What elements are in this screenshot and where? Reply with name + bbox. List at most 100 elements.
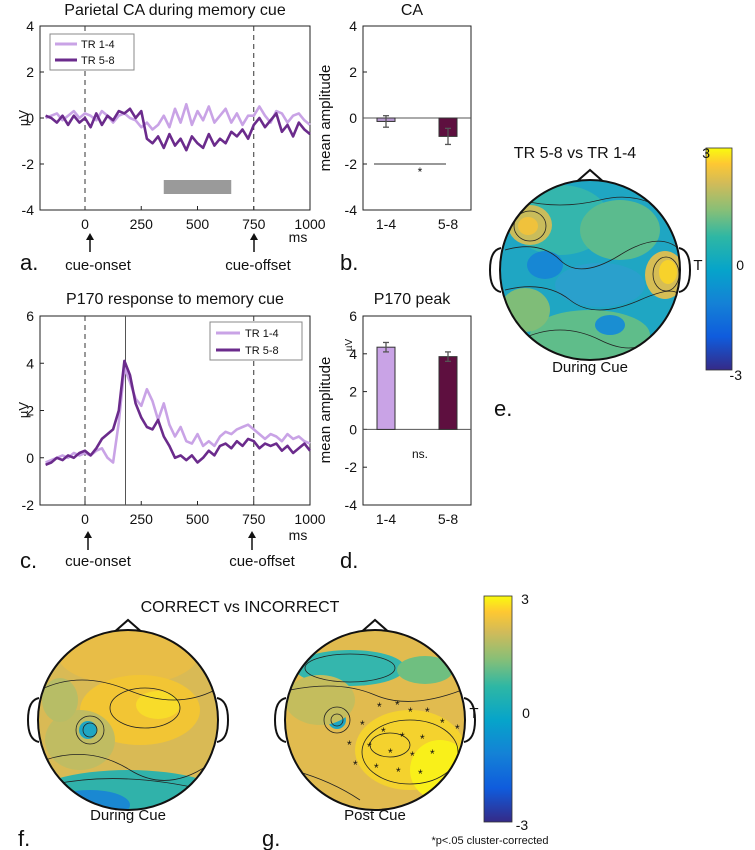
colorbar-e-label: T [693,257,702,274]
panel-a-xtick-label-0: 0 [81,216,89,232]
cue-onset-annotation-a: cue-onset [65,233,132,274]
head-left-ear-f [26,697,40,743]
legend-label-tr14: TR 1-4 [81,39,115,51]
panel-e-map-label: During Cue [552,359,628,376]
panel-b-ytick-label-0: 4 [349,18,357,34]
svg-text:*: * [425,705,430,719]
cue-onset-arrowhead-c [84,531,92,538]
panel-a-series-line-0 [45,102,311,131]
panel-c: P170 response to memory cue µV 6 4 2 0 -2 0 2… [16,291,326,573]
panel-a-series-line-1 [45,107,311,152]
panel-b-title: CA [401,2,424,19]
panel-a-xtick-label-4: 1000 [294,216,325,232]
panel-c-xtick-label-4: 1000 [294,511,325,527]
panel-c-xunit: ms [289,527,308,543]
cue-offset-label-c: cue-offset [229,553,295,570]
cue-onset-label-a: cue-onset [65,257,132,274]
panel-d-bar-1 [438,356,458,430]
panel-a-label: a. [20,250,38,275]
panel-c-ytick-label-2: 2 [26,403,34,419]
panel-a-ytick-label-2: 0 [26,110,34,126]
panel-fg-title: CORRECT vs INCORRECT [141,599,340,616]
svg-text:*: * [455,722,460,736]
panel-a-legend: TR 1-4 TR 5-8 [49,33,135,71]
panel-b-category-label-0: 1-4 [376,216,396,232]
cue-onset-annotation-c: cue-onset [65,531,132,570]
colorbar-e [705,147,733,371]
svg-text:*: * [396,765,401,779]
footnote: *p<.05 cluster-corrected [431,835,548,847]
panel-e-label: e. [494,396,512,421]
panel-d-significance-mark: ns. [412,447,428,461]
panel-f-map-label: During Cue [90,807,166,824]
panel-e-title: TR 5-8 vs TR 1-4 [514,145,637,162]
panel-b: CA mean amplitude 4 2 0 -2 -4 * 1-4 5-8 b. [317,2,472,275]
panel-a: Parietal CA during memory cue µV 4 2 0 -2 -4… [16,2,326,275]
panel-g-label: g. [262,826,280,850]
panel-c-series-line-1 [45,359,312,467]
panel-d-bar-0 [376,346,396,430]
head-right-ear-f [216,697,230,743]
colorbar-fg-mid: 0 [522,705,530,721]
panel-d-ytick-label-5: -4 [345,497,358,513]
panel-b-significance-mark: * [418,165,423,179]
panel-b-ytick-label-3: -2 [345,156,358,172]
panel-b-category-label-1: 5-8 [438,216,458,232]
colorbar-e-mid: 0 [736,257,744,273]
colorbar-fg-label: T [469,705,478,722]
panel-a-ytick-label-4: -4 [22,202,35,218]
panel-c-xtick-label-0: 0 [81,511,89,527]
head-left-ear-e [488,247,502,293]
panel-a-ytick-label-1: 2 [26,64,34,80]
svg-text:*: * [410,749,415,763]
colorbar-fg [483,595,513,823]
panel-c-ytick-label-3: 0 [26,450,34,466]
svg-text:*: * [400,730,405,744]
colorbar-fg-min: -3 [516,817,529,833]
panel-c-ylabel: µV [16,402,31,418]
panel-b-ytick-label-4: -4 [345,202,358,218]
legend-label-tr58: TR 5-8 [81,55,115,67]
panel-f-label: f. [18,826,30,850]
panel-d-unit: µV [344,338,355,351]
panel-d-ytick-label-0: 6 [349,308,357,324]
colorbar-fg-max: 3 [521,591,529,607]
svg-text:*: * [418,767,423,781]
panel-c-ytick-label-1: 4 [26,355,34,371]
panel-a-significance-bar [163,180,232,194]
panel-c-ytick-label-4: -2 [22,497,35,513]
panel-a-title: Parietal CA during memory cue [64,2,286,19]
svg-text:*: * [440,716,445,730]
panel-d-category-label-1: 5-8 [438,511,458,527]
panel-a-legend-box [49,33,135,71]
svg-text:*: * [374,761,379,775]
panel-d-title: P170 peak [374,291,452,308]
cue-offset-annotation-c: cue-offset [229,531,296,570]
cue-offset-arrowhead-c [248,531,256,538]
svg-text:*: * [381,725,386,739]
panel-c-xtick-label-1: 250 [130,511,154,527]
head-right-ear-g [463,697,477,743]
panel-g-map-label: Post Cue [344,807,406,824]
head-outline-g [284,629,466,811]
topomap-f [38,630,218,810]
cue-offset-arrowhead-a [250,233,258,240]
cue-offset-annotation-a: cue-offset [225,233,292,274]
colorbar-e-min: -3 [730,367,743,383]
panel-d-frame [362,315,472,506]
significance-markers-g: * * * ** * * * * ** * * * * * * * * [347,698,460,781]
panel-b-ylabel: mean amplitude [317,65,334,172]
panel-c-legend: TR 1-4 TR 5-8 [209,321,303,361]
panel-a-xtick-label-1: 250 [130,216,154,232]
cue-onset-arrowhead-a [86,233,94,240]
svg-text:*: * [360,718,365,732]
svg-text:*: * [408,705,413,719]
panel-d-ytick-label-4: -2 [345,459,358,475]
legend-label-tr58-c: TR 5-8 [245,345,279,357]
panel-d-label: d. [340,548,358,573]
panel-c-title: P170 response to memory cue [66,291,284,308]
panel-c-ytick-label-0: 6 [26,308,34,324]
svg-text:*: * [353,758,358,772]
panel-a-xtick-label-3: 750 [242,216,266,232]
panel-a-xtick-label-2: 500 [186,216,210,232]
